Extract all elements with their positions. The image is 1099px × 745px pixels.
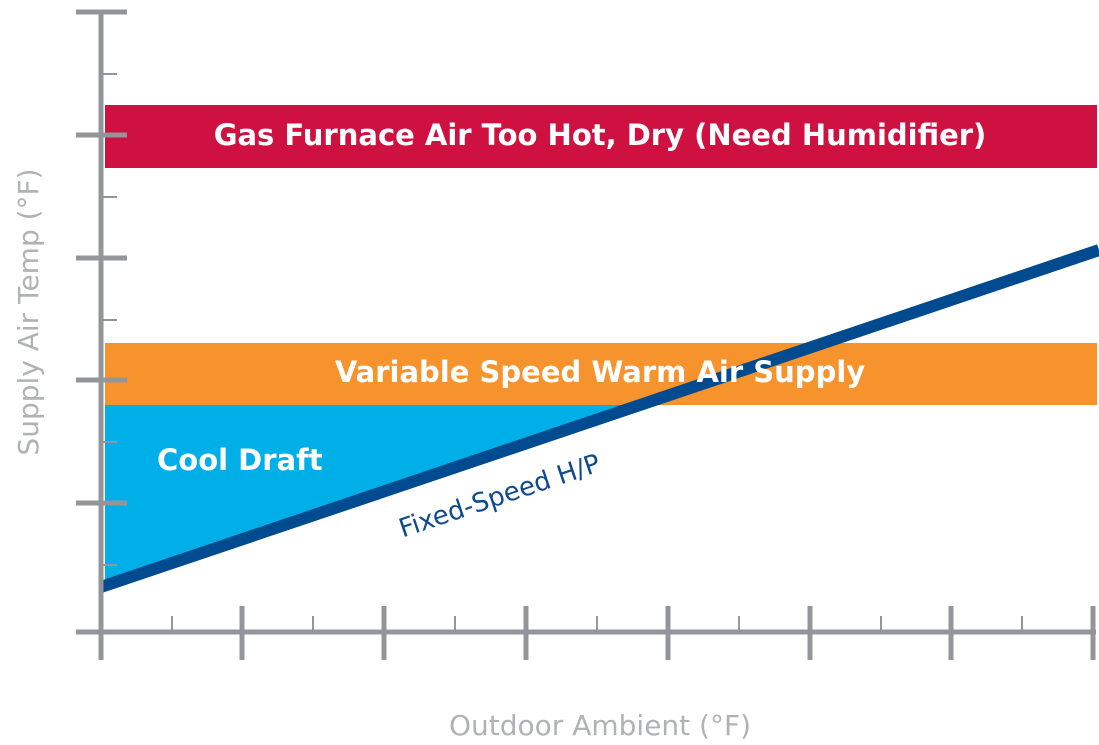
fixed-speed-line bbox=[99, 244, 1099, 593]
cool-region-label: Cool Draft bbox=[157, 443, 323, 477]
x-axis-label: Outdoor Ambient (°F) bbox=[449, 709, 751, 742]
warm-band-label: Variable Speed Warm Air Supply bbox=[335, 355, 865, 389]
y-axis-label: Supply Air Temp (°F) bbox=[12, 168, 45, 455]
hot-band bbox=[105, 105, 1097, 168]
warm-band bbox=[105, 343, 1097, 405]
hot-band-label: Gas Furnace Air Too Hot, Dry (Need Humid… bbox=[214, 118, 987, 152]
